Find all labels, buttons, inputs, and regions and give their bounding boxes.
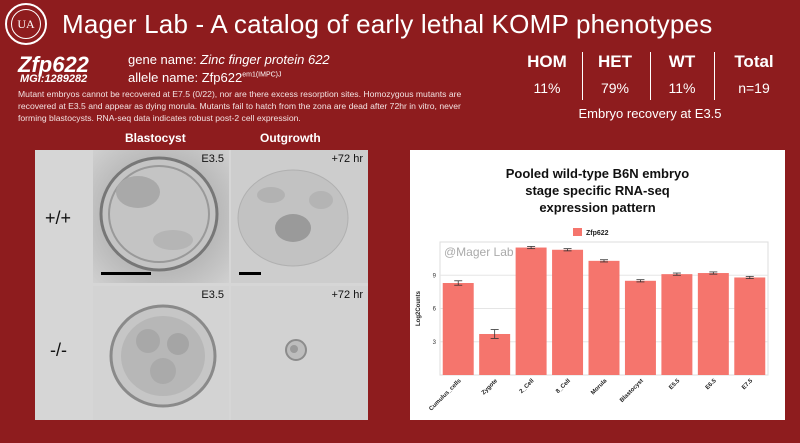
gene-name-label: gene name: — [128, 52, 197, 67]
bar — [624, 280, 656, 375]
bar-chart: @Mager Lab Zfp622 3 6 9 Log2Counts Cumulus_cel… — [416, 228, 769, 413]
dead-embryo-drawing — [285, 339, 307, 361]
university-seal-logo: UA — [5, 3, 47, 45]
scale-bar — [101, 272, 151, 275]
col-head-outgrowth: Outgrowth — [260, 131, 321, 145]
genotype-wt-label: +/+ — [45, 208, 72, 228]
morula-drawing — [109, 304, 217, 408]
x-tick-label: Zygote — [481, 378, 500, 397]
rnaseq-chart-panel: Pooled wild-type B6N embryo stage specif… — [410, 150, 785, 420]
stat-head-total: Total — [734, 52, 774, 71]
page-title: Mager Lab - A catalog of early lethal KO… — [62, 9, 713, 39]
bar — [552, 249, 584, 375]
bar — [515, 247, 547, 375]
chart-title: Pooled wild-type B6N embryo stage specif… — [410, 165, 785, 216]
bar — [697, 273, 729, 375]
y-tick-label: 3 — [433, 340, 437, 346]
gene-name-value: Zinc finger protein 622 — [200, 52, 330, 67]
x-tick-label: 2_Cell — [519, 378, 536, 395]
legend-swatch — [573, 228, 582, 236]
col-head-blastocyst: Blastocyst — [125, 131, 186, 145]
stat-wt: WT 11% — [652, 52, 712, 96]
x-tick-label: 8_Cell — [555, 378, 572, 395]
mgi-id: MGI:1289282 — [20, 73, 88, 85]
allele-label: allele name: — [128, 70, 199, 85]
x-tick-label: Morula — [590, 378, 609, 397]
seal-inner: UA — [11, 9, 41, 39]
x-tick-label: Cumulus_cells — [428, 378, 463, 413]
x-tick-label: E5.5 — [668, 378, 681, 391]
stat-head-wt: WT — [668, 52, 696, 71]
mut-blastocyst-image: E3.5 — [93, 286, 229, 420]
y-axis-label: Log2Counts — [416, 290, 422, 326]
bar — [442, 283, 474, 375]
stat-divider — [582, 52, 583, 100]
bar — [588, 260, 620, 375]
stat-head-het: HET — [598, 52, 632, 71]
mut-outgrowth-image: +72 hr — [231, 286, 368, 420]
allele-base: Zfp622 — [201, 70, 243, 85]
phenotype-description: Mutant embryos cannot be recovered at E7… — [18, 89, 462, 123]
stat-val-total: n=19 — [738, 80, 770, 96]
y-tick-label: 6 — [433, 307, 437, 313]
bar — [479, 333, 511, 375]
wt-outgrowth-stage: +72 hr — [331, 153, 364, 165]
wt-blastocyst-image: E3.5 — [93, 150, 229, 283]
wt-outgrowth-image: +72 hr — [231, 150, 368, 283]
stat-divider — [714, 52, 715, 100]
allele-superscript: em1(IMPC)J — [242, 71, 282, 79]
chart-title-line: stage specific RNA-seq — [525, 183, 670, 198]
mut-blastocyst-stage: E3.5 — [201, 289, 224, 301]
stat-divider — [650, 52, 651, 100]
recovery-caption: Embryo recovery at E3.5 — [578, 106, 722, 121]
scale-bar — [239, 272, 261, 275]
wt-blastocyst-stage: E3.5 — [201, 153, 224, 165]
stat-total: Total n=19 — [720, 52, 788, 96]
y-tick-label: 9 — [433, 273, 437, 279]
bar — [661, 274, 693, 375]
mut-outgrowth-stage: +72 hr — [331, 289, 364, 301]
blastocyst-drawing — [99, 156, 219, 272]
stat-hom: HOM 11% — [516, 52, 578, 96]
outgrowth-drawing — [237, 169, 349, 267]
gene-name-line: gene name: Zinc finger protein 622 — [128, 52, 330, 67]
stat-val-hom: 11% — [533, 80, 561, 96]
stat-val-wt: 11% — [668, 80, 696, 96]
bar — [734, 277, 766, 375]
stat-head-hom: HOM — [527, 52, 567, 71]
stat-het: HET 79% — [584, 52, 646, 96]
embryo-image-panel: Blastocyst Outgrowth +/+ -/- E3.5 +72 hr — [35, 131, 368, 420]
x-tick-label: E6.5 — [705, 378, 718, 391]
x-tick-label: Blastocyst — [619, 378, 645, 404]
gene-symbol: Zfp622 — [18, 52, 89, 77]
legend-label: Zfp622 — [586, 230, 609, 237]
genotype-mut-label: -/- — [50, 340, 67, 360]
allele-name-line: allele name: Zfp622em1(IMPC)J — [128, 70, 282, 85]
chart-title-line: Pooled wild-type B6N embryo — [505, 166, 690, 181]
stat-val-het: 79% — [600, 80, 630, 96]
x-tick-label: E7.5 — [741, 378, 754, 391]
chart-watermark: @Mager Lab — [444, 245, 514, 259]
chart-title-line: expression pattern — [539, 200, 656, 215]
